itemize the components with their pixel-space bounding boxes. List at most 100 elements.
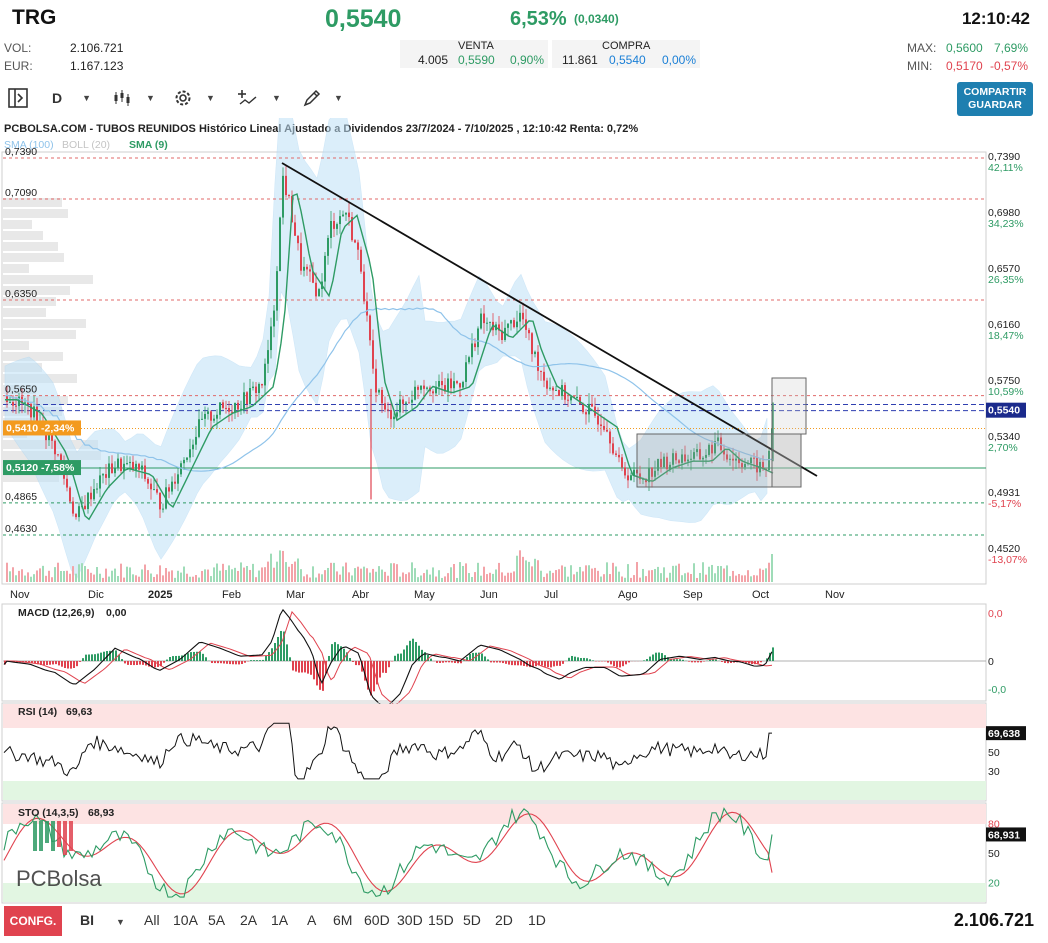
candle-body [543, 371, 545, 381]
macd-histogram-bar [127, 661, 129, 665]
candle-body [648, 467, 650, 483]
volume-bar [771, 554, 773, 582]
volume-bar [186, 573, 188, 582]
macd-histogram-bar [748, 661, 750, 664]
macd-histogram-bar [571, 655, 573, 661]
period-5a-button[interactable]: 5A [208, 912, 226, 928]
candle-body [615, 453, 617, 455]
macd-histogram-bar [409, 640, 411, 661]
volume-bar [699, 572, 701, 582]
volume-bar [240, 562, 242, 582]
settings-select[interactable]: ▼ [172, 84, 215, 112]
period-2a-button[interactable]: 2A [240, 912, 258, 928]
candle-body [156, 489, 158, 493]
period-30d-button[interactable]: 30D [397, 912, 423, 928]
volume-bar [369, 572, 371, 582]
macd-signal-line [4, 610, 773, 706]
period-1d-button[interactable]: 1D [528, 912, 546, 928]
candle-body [720, 437, 722, 451]
volume-bar [219, 570, 221, 582]
candle-body [333, 221, 335, 229]
period-60d-button[interactable]: 60D [364, 912, 390, 928]
macd-histogram-bar [82, 658, 84, 661]
moving-averages [5, 193, 774, 521]
volume-bar [294, 561, 296, 582]
volume-bar [366, 568, 368, 582]
rsi-overbought-zone [3, 704, 986, 728]
period-15d-button[interactable]: 15D [428, 912, 454, 928]
candle-body [189, 449, 191, 458]
share-save-button[interactable]: COMPARTIR GUARDAR [957, 82, 1033, 116]
month-label: May [414, 589, 435, 601]
config-button[interactable]: CONFG. [4, 906, 62, 936]
period-all-button[interactable]: All [144, 912, 160, 928]
macd-histogram-bar [241, 661, 243, 665]
period-1a-button[interactable]: 1A [271, 912, 289, 928]
volume-bar [102, 577, 104, 582]
volume-bar [636, 562, 638, 582]
macd-histogram-bar [700, 661, 702, 663]
volume-bar [447, 573, 449, 582]
period-select[interactable]: D ▼ [52, 84, 91, 112]
mode-select[interactable]: BI ▼ [80, 912, 125, 928]
candle-body [537, 351, 539, 371]
candle-body [246, 392, 248, 404]
candle-body [414, 386, 416, 400]
legend-boll: BOLL (20) [62, 139, 110, 151]
volume-bar [30, 576, 32, 582]
period-10a-button[interactable]: 10A [173, 912, 198, 928]
volume-bar [171, 570, 173, 582]
volume-profile-bar [3, 253, 64, 262]
macd-histogram-bar [754, 661, 756, 665]
volume-bar [507, 572, 509, 582]
candle-body [381, 389, 383, 404]
sma100-line [5, 307, 774, 472]
macd-histogram-bar [559, 661, 561, 666]
sidebar-toggle-button[interactable] [6, 84, 30, 112]
macd-histogram-bar [487, 659, 489, 661]
month-label: Oct [752, 589, 769, 601]
volume-bar [495, 569, 497, 582]
candle-body [426, 387, 428, 389]
candle-body [54, 440, 56, 455]
period-2d-button[interactable]: 2D [495, 912, 513, 928]
period-6m-button[interactable]: 6M [333, 912, 353, 928]
target-box-lower[interactable] [771, 433, 802, 488]
candle-body [693, 452, 695, 459]
candle-body [417, 386, 419, 390]
right-axis-pct: 18,47% [988, 330, 1024, 342]
trendline[interactable] [281, 162, 818, 477]
volume-bar [372, 568, 374, 582]
drawing-tools-select[interactable]: ▼ [302, 84, 343, 112]
macd-histogram-bar [292, 661, 294, 671]
macd-histogram-bar [613, 661, 615, 667]
volume-bar [297, 558, 299, 582]
venta-pct: 0,90% [510, 53, 545, 67]
volume-bar [252, 563, 254, 582]
volume-bar [582, 571, 584, 582]
month-axis: Nov Dic 2025 Feb Mar Abr May Jun Jul Ago Sep Oct Nov [10, 589, 845, 601]
volume-bar [174, 577, 176, 582]
period-a-button[interactable]: A [307, 912, 317, 928]
candle-body [228, 407, 230, 412]
macd-histogram-bar [457, 661, 459, 664]
candle-body [207, 411, 209, 414]
volume-bar [465, 563, 467, 582]
volume-bar [468, 573, 470, 582]
volume-bar [87, 569, 89, 582]
chart-type-select[interactable]: ▼ [112, 84, 155, 112]
macd-histogram-bar [280, 630, 282, 661]
price-chart[interactable]: PCBOLSA.COM - TUBOS REUNIDOS Histórico L… [0, 118, 1048, 906]
volume-bar [189, 576, 191, 582]
consolidation-box[interactable] [636, 433, 802, 488]
period-5d-button[interactable]: 5D [463, 912, 481, 928]
macd-histogram-bar [301, 661, 303, 673]
macd-histogram-bar [52, 661, 54, 665]
macd-histogram-bar [442, 661, 444, 663]
candle-body [723, 450, 725, 455]
indicators-select[interactable]: ▼ [236, 84, 281, 112]
volume-bar [300, 569, 302, 582]
chevron-down-icon: ▼ [272, 93, 281, 103]
macd-histogram-bar [172, 656, 174, 661]
target-box-upper[interactable] [771, 377, 807, 435]
